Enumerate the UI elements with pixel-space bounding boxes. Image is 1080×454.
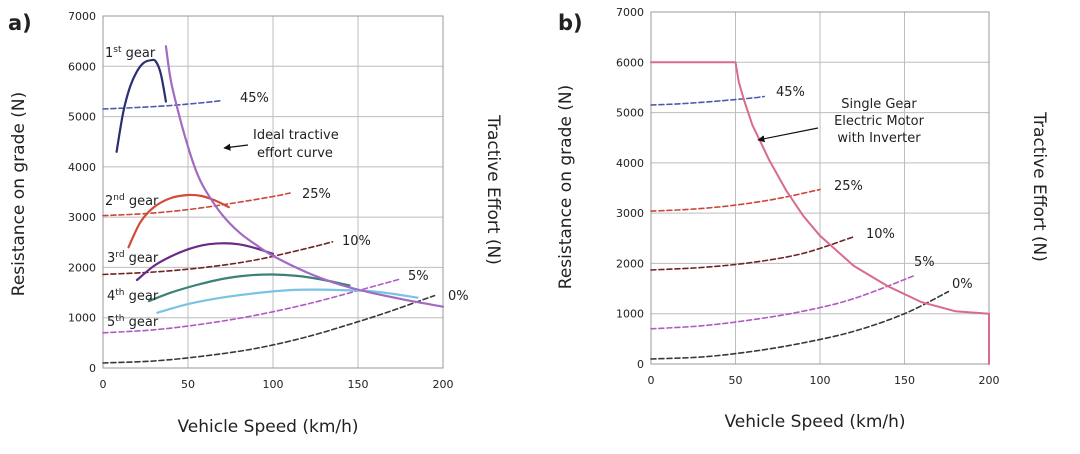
panel-a-x-tick-label: 50 (181, 378, 195, 391)
panel-b-grade-10-label: 10% (866, 227, 895, 242)
panel-a-plot-frame (102, 15, 444, 369)
panel-b-x-tick-label: 50 (729, 374, 743, 387)
panel-a-grade-25-label: 25% (302, 187, 331, 202)
panel-b: b) 0 50 100 150 2000100020003000400050006000… (556, 6, 1049, 432)
panel-b-y-tick-label: 2000 (616, 257, 644, 270)
panel-a-x-tick-label: 100 (263, 378, 284, 391)
panel-b-grade-45-label: 45% (776, 85, 805, 100)
panel-b-y-tick-label: 4000 (616, 157, 644, 170)
panel-a-x-tick-label: 200 (433, 378, 454, 391)
panel-b-y-tick-label: 1000 (616, 308, 644, 321)
panel-a-series (102, 45, 445, 364)
panel-a-grade-45-label: 45% (240, 91, 269, 106)
gear-1-label: 1st gear (105, 45, 156, 61)
ideal-curve-annotation-line1: Ideal tractive (253, 128, 339, 143)
panel-a-y-tick-label: 1000 (68, 312, 96, 325)
panel-a-y-tick-label: 3000 (68, 211, 96, 224)
panel-a: a) 0 50 100 150 2000100020003000400050006000… (8, 10, 503, 437)
panel-b-series (650, 61, 990, 365)
panel-a-ticks: 0 50 100 150 2000100020003000400050006000700… (68, 10, 454, 391)
motor-annotation-line2: Electric Motor (834, 114, 925, 129)
panel-b-plot-frame (650, 11, 990, 365)
panel-b-x-tick-label: 100 (810, 374, 831, 387)
panel-a-y-axis-label: Resistance on grade (N) (9, 92, 29, 296)
panel-b-ticks: 0 50 100 150 2000100020003000400050006000700… (616, 6, 1000, 387)
panel-b-grid (650, 11, 990, 365)
panel-a-grade-0-label: 0% (448, 289, 469, 304)
panel-a-grade-10-label: 10% (342, 234, 371, 249)
panel-a-series-10 (102, 241, 334, 276)
panel-a-y-tick-label: 4000 (68, 161, 96, 174)
panel-a-series-3rd-gear (135, 242, 275, 282)
panel-a-x-axis-label: Vehicle Speed (km/h) (177, 417, 358, 437)
panel-a-grade-5-label: 5% (408, 269, 429, 284)
panel-a-grid (102, 15, 444, 369)
motor-annotation-line1: Single Gear (841, 97, 917, 112)
gear-3-label: 3rd gear (107, 250, 159, 266)
panel-a-series-0 (102, 294, 436, 364)
panel-b-series-single-gear-electric-motor-with-inverter (650, 61, 990, 365)
panel-a-series-2nd-gear (127, 193, 230, 249)
panel-a-series-45 (102, 99, 223, 110)
panel-b-grade-25-label: 25% (834, 179, 863, 194)
panel-b-y-tick-label: 3000 (616, 207, 644, 220)
panel-a-y-tick-label: 0 (89, 362, 96, 375)
ideal-curve-arrow (223, 143, 249, 151)
panel-a-y2-axis-label: Tractive Effort (N) (483, 114, 503, 265)
panel-b-series-10 (650, 236, 855, 271)
panel-a-y-tick-label: 7000 (68, 10, 96, 23)
panel-b-y-tick-label: 5000 (616, 107, 644, 120)
panel-a-y-tick-label: 2000 (68, 261, 96, 274)
panel-b-y-tick-label: 7000 (616, 6, 644, 19)
panel-b-label: b) (558, 11, 583, 35)
panel-b-series-0 (650, 290, 950, 360)
gear-2-label: 2nd gear (105, 193, 159, 209)
panel-b-x-tick-label: 0 (648, 374, 655, 387)
panel-b-y-axis-label: Resistance on grade (N) (556, 85, 576, 289)
panel-b-x-tick-label: 150 (894, 374, 915, 387)
panel-a-series-1st-gear (115, 58, 167, 153)
panel-b-series-5 (650, 274, 916, 330)
panel-b-y-tick-label: 0 (637, 358, 644, 371)
panel-a-x-tick-label: 150 (348, 378, 369, 391)
panel-a-series-ideal-tractive-effort-curve (164, 45, 445, 308)
panel-a-series-4th-gear (147, 273, 351, 303)
gear-5-label: 5th gear (107, 314, 159, 330)
panel-b-series-25 (650, 188, 821, 212)
panel-a-y-tick-label: 5000 (68, 111, 96, 124)
gear-4-label: 4th gear (107, 288, 159, 304)
motor-curve-arrow (757, 127, 819, 143)
panel-a-x-tick-label: 0 (100, 378, 107, 391)
panel-b-grade-0-label: 0% (952, 277, 973, 292)
panel-a-series-25 (102, 192, 291, 217)
panel-b-y2-axis-label: Tractive Effort (N) (1029, 111, 1049, 262)
panel-a-label: a) (8, 11, 32, 35)
motor-annotation-line3: with Inverter (837, 131, 921, 146)
panel-b-x-tick-label: 200 (979, 374, 1000, 387)
ideal-curve-annotation-line2: effort curve (257, 146, 333, 161)
panel-a-y-tick-label: 6000 (68, 60, 96, 73)
panel-b-y-tick-label: 6000 (616, 56, 644, 69)
panel-b-grade-5-label: 5% (914, 255, 935, 270)
panel-b-series-45 (650, 95, 765, 106)
panel-b-x-axis-label: Vehicle Speed (km/h) (724, 412, 905, 432)
